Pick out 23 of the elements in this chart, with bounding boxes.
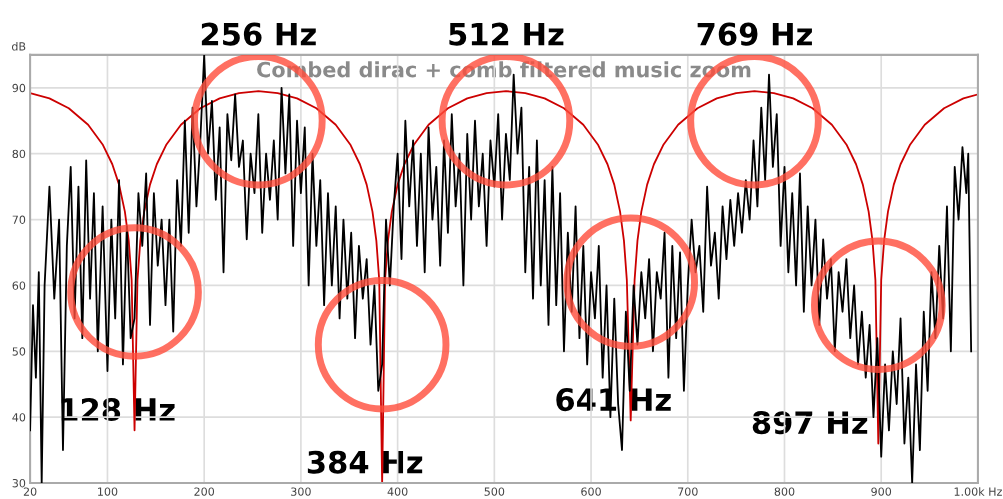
y-tick-label: 80	[12, 149, 26, 159]
x-tick-label: 1.00k Hz	[954, 487, 1002, 496]
y-tick-label: 30	[12, 479, 26, 488]
annotation: 512 Hz	[449, 22, 564, 46]
x-tick-label: 500	[484, 487, 505, 496]
x-tick-label: 800	[774, 487, 795, 496]
y-tick-label: 70	[12, 215, 26, 224]
annotation: 256 Hz	[201, 22, 316, 46]
x-tick-label: 100	[98, 487, 118, 496]
x-tick-label: 700	[678, 487, 698, 496]
y-tick-label: 40	[12, 413, 26, 422]
annotation: 769 Hz	[697, 22, 812, 46]
x-tick-label: 400	[387, 487, 408, 496]
x-tick-label: 300	[291, 487, 311, 496]
y-tick-label: 60	[12, 281, 26, 290]
x-tick-label: 20	[23, 487, 37, 496]
annotation: 384 Hz	[307, 450, 423, 474]
x-tick-label: 200	[194, 487, 215, 496]
y-axis-title: dB	[11, 42, 26, 51]
x-tick-label: 900	[871, 487, 892, 496]
y-tick-label: 90	[12, 83, 26, 93]
y-tick-label: 50	[12, 347, 26, 356]
x-tick-label: 600	[581, 487, 601, 496]
